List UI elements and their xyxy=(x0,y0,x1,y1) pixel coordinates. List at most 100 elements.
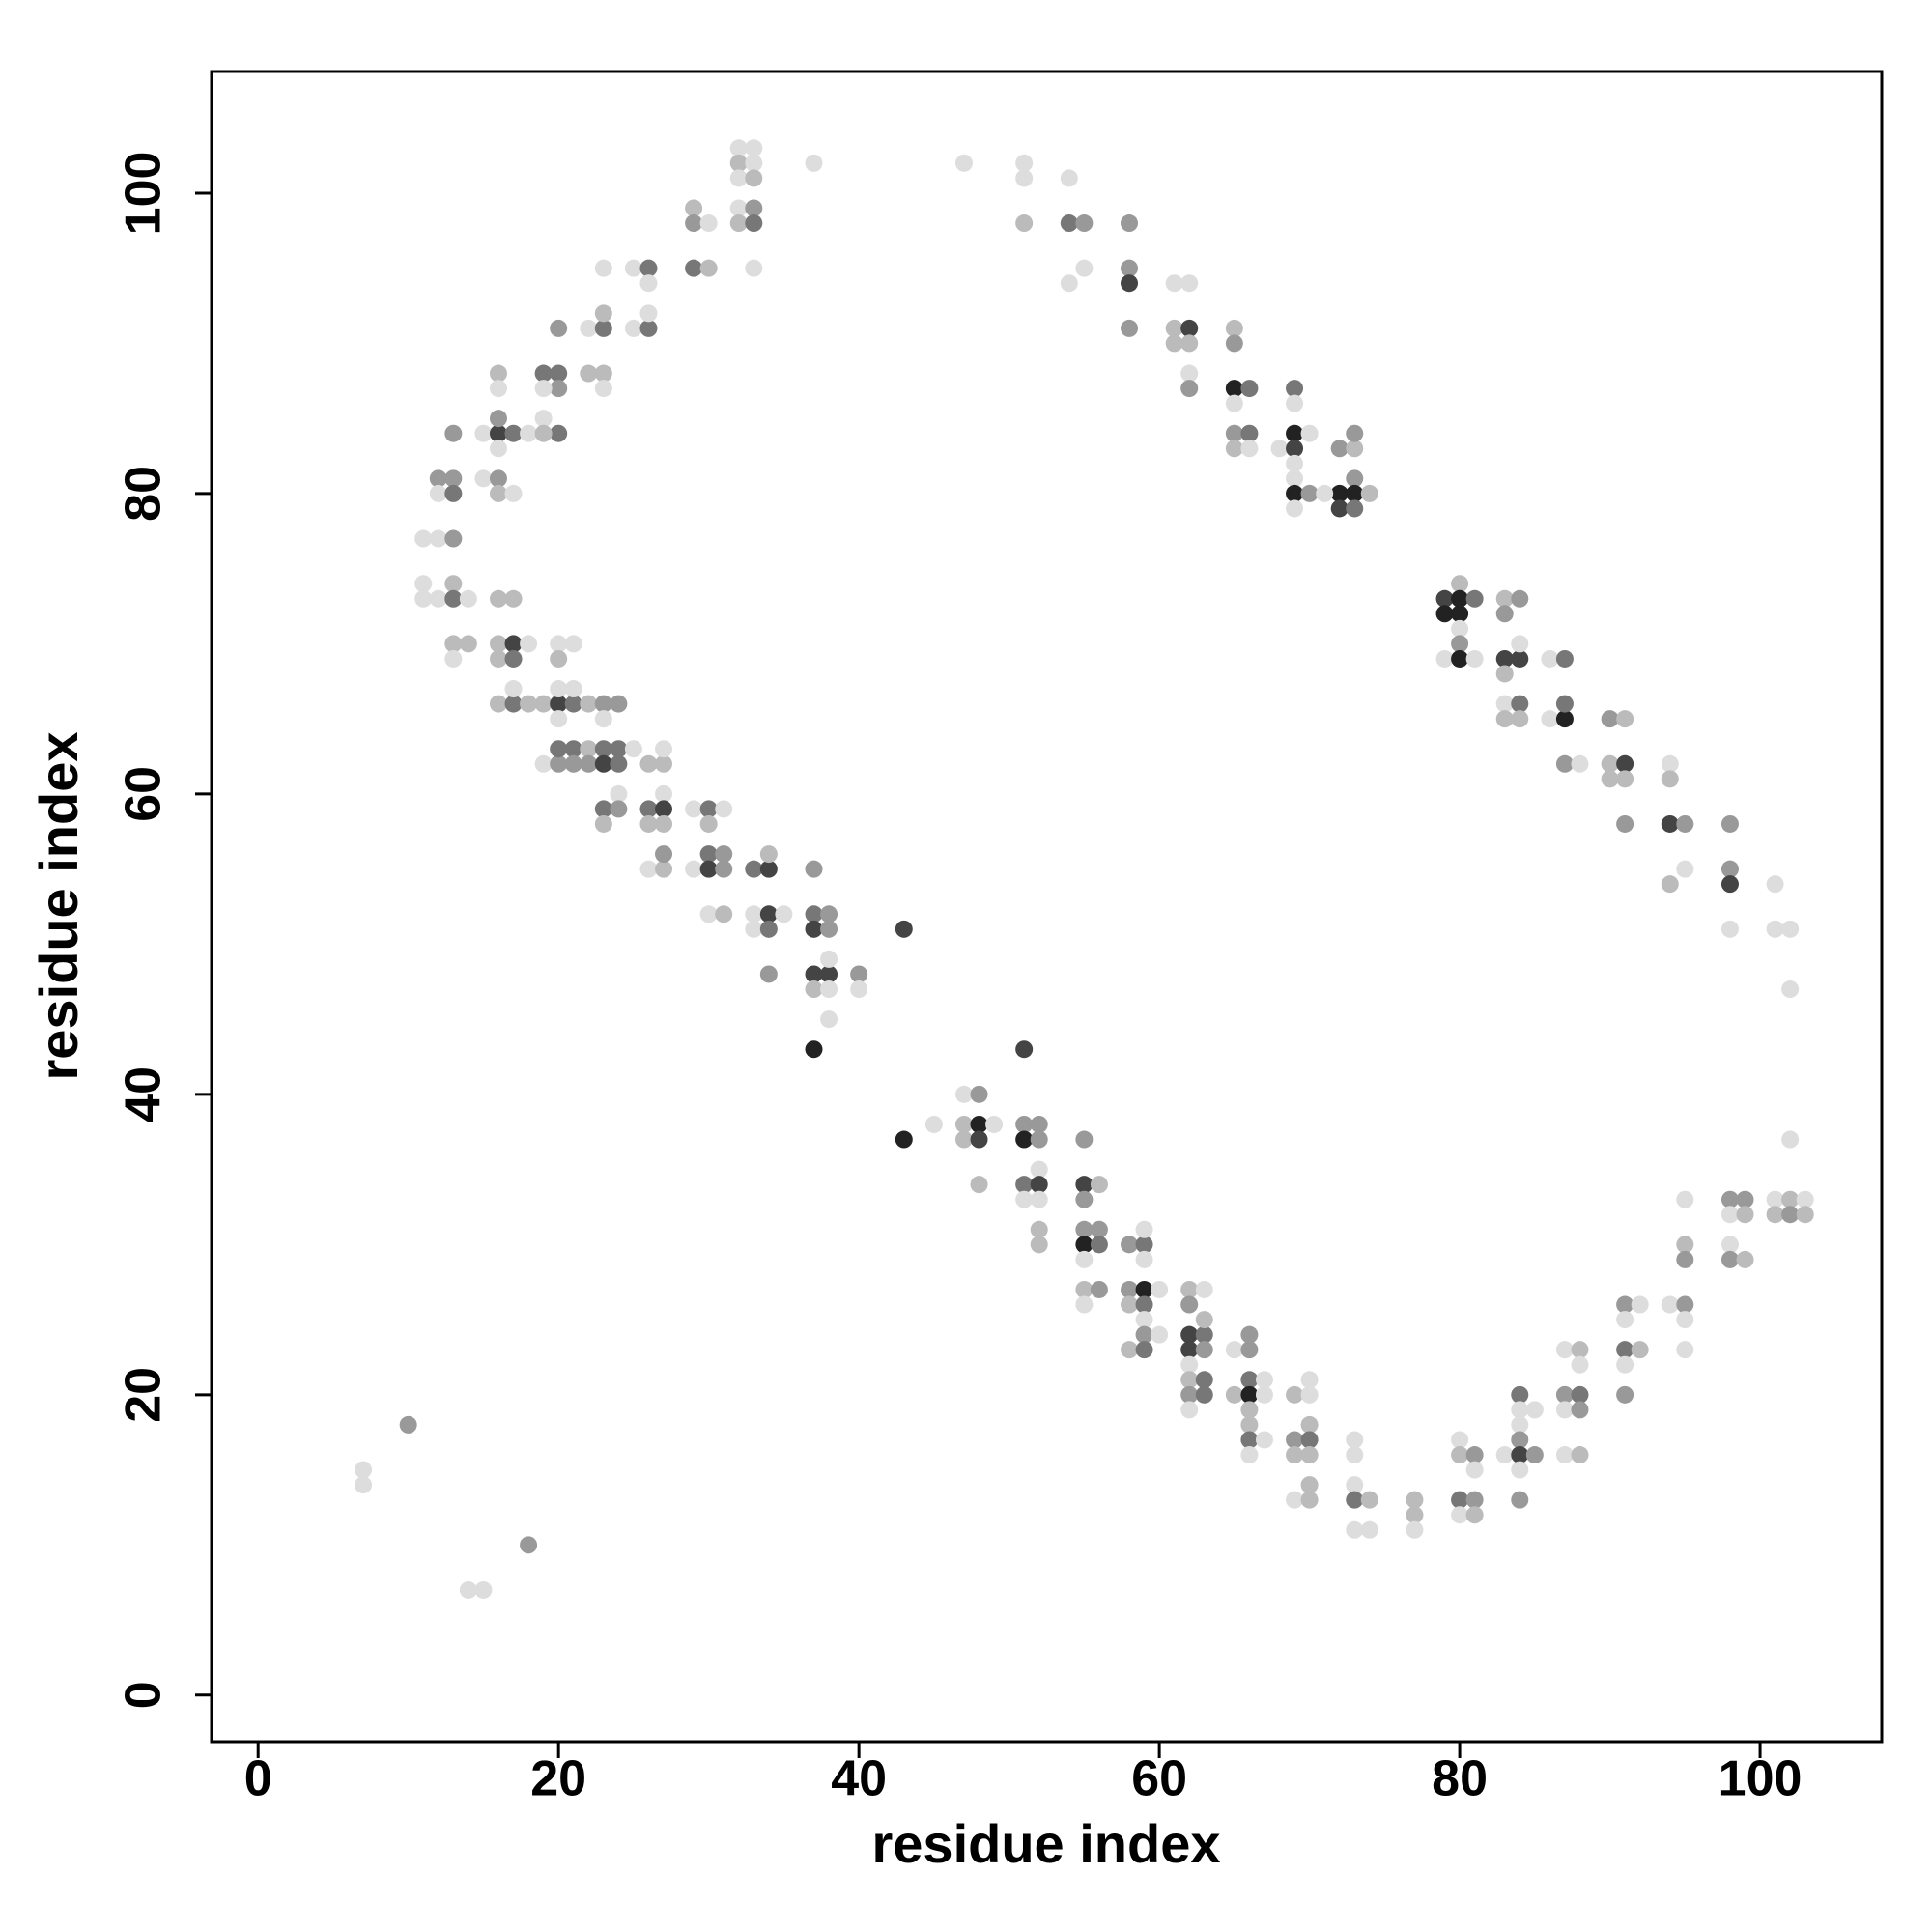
point xyxy=(1015,214,1034,233)
point xyxy=(1511,1401,1529,1419)
point xyxy=(1495,589,1514,608)
point xyxy=(1240,440,1259,458)
point xyxy=(970,1115,988,1133)
point xyxy=(1030,1190,1048,1208)
point xyxy=(1451,605,1469,623)
point xyxy=(1300,1415,1319,1434)
point xyxy=(564,635,582,653)
point xyxy=(1316,484,1334,502)
point xyxy=(1121,259,1139,277)
point xyxy=(564,754,582,773)
point xyxy=(805,1040,823,1059)
point xyxy=(550,424,568,442)
point xyxy=(534,364,553,383)
y-tick-label: 100 xyxy=(116,152,172,236)
point xyxy=(1286,1431,1304,1449)
point xyxy=(1631,1341,1649,1359)
point xyxy=(745,139,763,157)
point xyxy=(1075,1236,1094,1254)
point xyxy=(805,920,823,938)
point xyxy=(1796,1190,1814,1208)
point xyxy=(1360,484,1378,502)
point xyxy=(639,259,658,277)
point xyxy=(759,905,778,923)
point xyxy=(1090,1280,1108,1298)
point xyxy=(639,304,658,323)
point xyxy=(594,800,612,818)
point xyxy=(1195,1385,1213,1404)
point xyxy=(1225,1385,1243,1404)
point xyxy=(1286,499,1304,518)
point xyxy=(594,380,612,398)
point xyxy=(1286,380,1304,398)
point xyxy=(534,754,553,773)
point xyxy=(1511,1446,1529,1464)
point xyxy=(1180,319,1199,337)
point xyxy=(550,380,568,398)
point xyxy=(850,965,868,983)
point xyxy=(1240,380,1259,398)
point xyxy=(414,575,433,593)
point xyxy=(610,695,628,713)
point xyxy=(850,980,868,999)
point xyxy=(1346,1476,1364,1494)
point xyxy=(1571,1385,1589,1404)
point xyxy=(489,469,507,488)
point xyxy=(1240,1401,1259,1419)
point xyxy=(1346,469,1364,488)
point xyxy=(1180,1325,1199,1344)
point xyxy=(1195,1341,1213,1359)
point xyxy=(639,860,658,878)
point xyxy=(639,274,658,293)
point xyxy=(820,920,838,938)
point xyxy=(1511,695,1529,713)
point xyxy=(429,469,447,488)
point xyxy=(1015,1130,1034,1149)
point xyxy=(1060,169,1078,187)
point xyxy=(1346,440,1364,458)
point xyxy=(1060,274,1078,293)
point xyxy=(715,800,733,818)
point xyxy=(520,1536,538,1554)
point xyxy=(1135,1311,1153,1329)
point xyxy=(564,695,582,713)
point xyxy=(355,1461,373,1479)
point xyxy=(564,740,582,758)
point xyxy=(1346,1431,1364,1449)
point xyxy=(1135,1236,1153,1254)
point xyxy=(1225,424,1243,442)
point xyxy=(1736,1250,1754,1268)
point xyxy=(550,635,568,653)
point xyxy=(1030,1176,1048,1194)
point xyxy=(550,649,568,668)
point xyxy=(1090,1176,1108,1194)
point xyxy=(1180,1385,1199,1404)
point xyxy=(1240,1385,1259,1404)
point xyxy=(1781,920,1800,938)
point xyxy=(444,589,463,608)
point xyxy=(729,139,748,157)
point xyxy=(489,410,507,428)
point xyxy=(1286,1446,1304,1464)
point xyxy=(729,199,748,217)
point xyxy=(489,424,507,442)
point xyxy=(1465,1506,1484,1524)
point xyxy=(1030,1236,1048,1254)
point xyxy=(895,1130,913,1149)
point xyxy=(1135,1280,1153,1298)
point xyxy=(1781,980,1800,999)
point xyxy=(489,484,507,502)
point xyxy=(489,589,507,608)
point xyxy=(534,695,553,713)
point xyxy=(444,529,463,548)
point xyxy=(1555,695,1574,713)
point xyxy=(1661,1295,1679,1314)
point xyxy=(1736,1190,1754,1208)
plot-frame xyxy=(210,70,1884,1744)
point xyxy=(699,860,718,878)
point xyxy=(1781,1190,1800,1208)
point xyxy=(1511,649,1529,668)
point xyxy=(759,920,778,938)
point xyxy=(699,814,718,833)
point xyxy=(1720,875,1739,894)
